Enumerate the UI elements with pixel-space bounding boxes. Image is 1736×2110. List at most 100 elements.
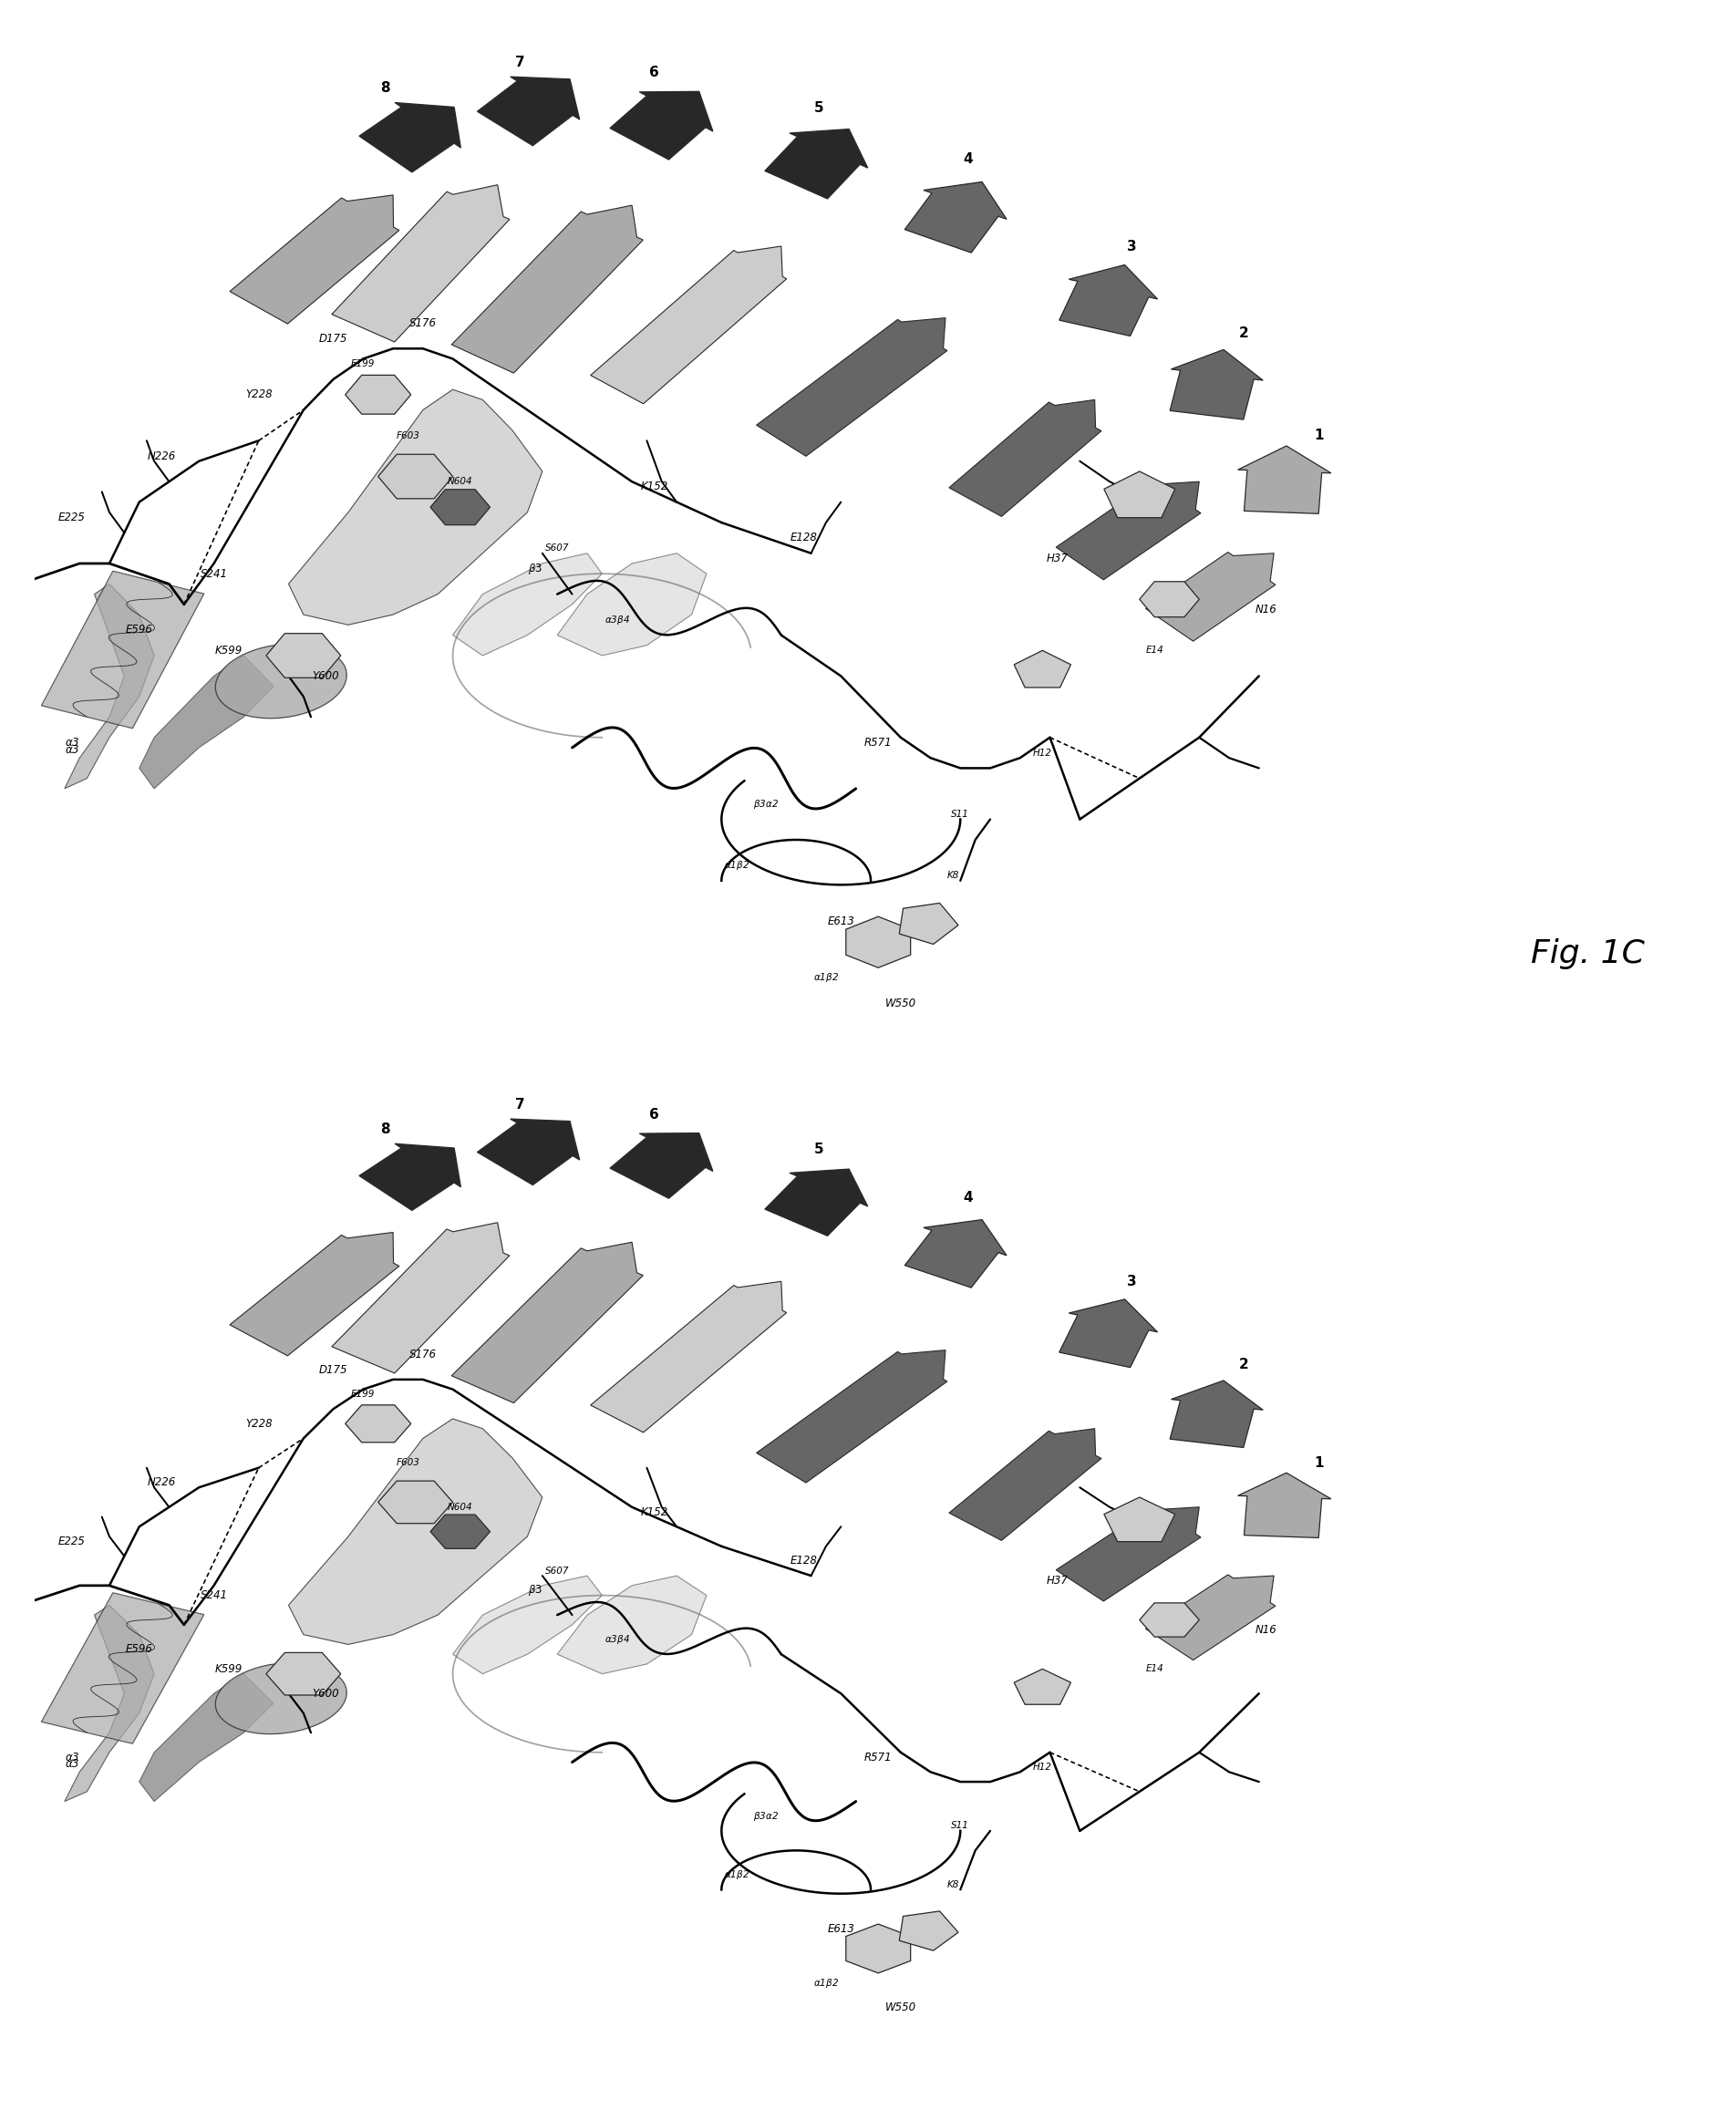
Polygon shape bbox=[899, 1912, 958, 1950]
Ellipse shape bbox=[215, 644, 347, 717]
Text: E596: E596 bbox=[125, 625, 153, 635]
Text: S11: S11 bbox=[951, 810, 969, 819]
Polygon shape bbox=[1059, 1300, 1158, 1367]
Text: 2: 2 bbox=[1240, 327, 1248, 340]
Polygon shape bbox=[1139, 582, 1200, 616]
Polygon shape bbox=[332, 1222, 510, 1374]
Text: 2: 2 bbox=[1240, 1359, 1248, 1372]
Text: E128: E128 bbox=[790, 532, 818, 544]
Text: 1: 1 bbox=[1314, 428, 1323, 443]
Polygon shape bbox=[590, 247, 786, 403]
Text: S11: S11 bbox=[951, 1821, 969, 1831]
Text: S607: S607 bbox=[545, 1566, 569, 1576]
Text: K152: K152 bbox=[641, 481, 668, 492]
Text: Y228: Y228 bbox=[245, 388, 273, 401]
Polygon shape bbox=[609, 91, 713, 160]
Text: 6: 6 bbox=[649, 65, 660, 78]
Text: 4: 4 bbox=[963, 152, 972, 167]
Text: E128: E128 bbox=[790, 1555, 818, 1568]
Text: 1: 1 bbox=[1314, 1456, 1323, 1471]
Text: N604: N604 bbox=[448, 477, 472, 485]
Polygon shape bbox=[950, 1428, 1101, 1540]
Polygon shape bbox=[266, 1652, 340, 1694]
Polygon shape bbox=[766, 1169, 868, 1236]
Text: N16: N16 bbox=[1255, 603, 1278, 616]
Polygon shape bbox=[139, 1673, 274, 1802]
Polygon shape bbox=[904, 181, 1007, 253]
Text: E596: E596 bbox=[125, 1644, 153, 1654]
Text: $\alpha$3: $\alpha$3 bbox=[64, 736, 80, 749]
Text: D175: D175 bbox=[319, 333, 347, 344]
Polygon shape bbox=[1238, 445, 1332, 513]
Polygon shape bbox=[557, 553, 707, 656]
Text: 8: 8 bbox=[380, 80, 391, 95]
Text: H37: H37 bbox=[1047, 553, 1068, 563]
Polygon shape bbox=[1014, 1669, 1071, 1705]
Polygon shape bbox=[139, 656, 274, 789]
Polygon shape bbox=[229, 194, 399, 323]
Text: S176: S176 bbox=[410, 1348, 436, 1361]
Text: Y600: Y600 bbox=[312, 671, 339, 682]
Text: 4: 4 bbox=[963, 1192, 972, 1205]
Text: $\alpha$1$\beta$2: $\alpha$1$\beta$2 bbox=[724, 859, 750, 871]
Polygon shape bbox=[266, 633, 340, 677]
Polygon shape bbox=[451, 205, 642, 373]
Polygon shape bbox=[453, 1576, 602, 1673]
Polygon shape bbox=[950, 399, 1101, 517]
Polygon shape bbox=[904, 1220, 1007, 1287]
Text: 3: 3 bbox=[1127, 238, 1137, 253]
Text: E199: E199 bbox=[351, 359, 375, 369]
Polygon shape bbox=[1170, 350, 1264, 420]
Polygon shape bbox=[64, 584, 155, 789]
Polygon shape bbox=[1139, 1604, 1200, 1637]
Text: E199: E199 bbox=[351, 1390, 375, 1399]
Text: D175: D175 bbox=[319, 1363, 347, 1376]
Polygon shape bbox=[1055, 1507, 1201, 1601]
Text: S241: S241 bbox=[200, 568, 227, 580]
Polygon shape bbox=[453, 553, 602, 656]
Polygon shape bbox=[378, 454, 453, 498]
Text: S607: S607 bbox=[545, 544, 569, 553]
Polygon shape bbox=[1104, 471, 1175, 517]
Polygon shape bbox=[477, 76, 580, 146]
Text: $\alpha$3: $\alpha$3 bbox=[64, 1758, 80, 1770]
Polygon shape bbox=[1170, 1380, 1264, 1447]
Text: E225: E225 bbox=[59, 511, 85, 523]
Text: K599: K599 bbox=[215, 1663, 243, 1675]
Text: $\beta$3$\alpha$2: $\beta$3$\alpha$2 bbox=[753, 798, 779, 810]
Polygon shape bbox=[42, 572, 205, 728]
Text: 3: 3 bbox=[1127, 1274, 1137, 1289]
Polygon shape bbox=[345, 376, 411, 414]
Text: N16: N16 bbox=[1255, 1625, 1278, 1635]
Text: R571: R571 bbox=[865, 736, 892, 749]
Text: 8: 8 bbox=[380, 1123, 391, 1135]
Polygon shape bbox=[590, 1281, 786, 1433]
Ellipse shape bbox=[215, 1663, 347, 1734]
Text: 5: 5 bbox=[814, 101, 823, 114]
Polygon shape bbox=[42, 1593, 205, 1743]
Polygon shape bbox=[288, 390, 542, 625]
Text: E14: E14 bbox=[1146, 646, 1163, 654]
Text: $\alpha$3$\beta$4: $\alpha$3$\beta$4 bbox=[604, 614, 630, 627]
Polygon shape bbox=[229, 1232, 399, 1357]
Text: $\alpha$3: $\alpha$3 bbox=[64, 743, 80, 755]
Text: K152: K152 bbox=[641, 1507, 668, 1517]
Text: S241: S241 bbox=[200, 1589, 227, 1601]
Text: $\alpha$1$\beta$2: $\alpha$1$\beta$2 bbox=[812, 1977, 838, 1990]
Polygon shape bbox=[899, 903, 958, 943]
Text: E613: E613 bbox=[828, 916, 854, 928]
Text: 7: 7 bbox=[516, 1097, 524, 1112]
Polygon shape bbox=[1146, 553, 1276, 641]
Polygon shape bbox=[451, 1243, 642, 1403]
Text: W550: W550 bbox=[885, 998, 917, 1009]
Text: Fig. 1C: Fig. 1C bbox=[1531, 939, 1646, 968]
Polygon shape bbox=[359, 103, 460, 173]
Text: K599: K599 bbox=[215, 644, 243, 656]
Text: W550: W550 bbox=[885, 2002, 917, 2013]
Text: $\alpha$3: $\alpha$3 bbox=[64, 1751, 80, 1764]
Polygon shape bbox=[1059, 266, 1158, 335]
Text: E613: E613 bbox=[828, 1922, 854, 1935]
Text: 5: 5 bbox=[814, 1142, 823, 1156]
Polygon shape bbox=[64, 1606, 155, 1802]
Polygon shape bbox=[757, 1350, 948, 1483]
